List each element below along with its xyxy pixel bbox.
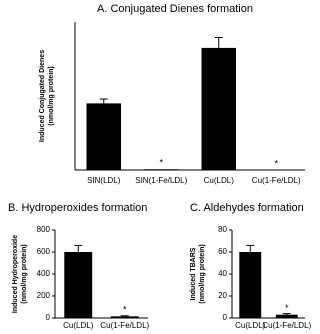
bar [239,252,262,318]
error-bar [246,244,255,252]
x-tick-label: SIN(1-Fe/LDL) [135,176,187,185]
bar [86,103,121,170]
y-axis-label: (nmol/mg protein) [21,244,28,304]
significance-marker: * [123,305,127,315]
significance-marker: * [274,158,278,168]
bar [275,314,298,318]
error-bar [99,98,108,104]
chart-title: B. Hydroperoxides formation [8,202,147,214]
y-tick-label: 0 [46,313,51,322]
y-tick-label: 60 [218,247,227,256]
significance-marker: * [159,158,163,168]
y-axis-label: (nmol/mg protein) [48,66,55,126]
error-bar [282,313,291,315]
figure: A. Conjugated Dienes formation Induced Co… [8,3,312,330]
significance-marker: * [285,303,289,313]
y-axis-label: Induced Conjugated Dienes [39,50,46,142]
y-tick-label: 20 [218,291,227,300]
error-bar [214,37,223,48]
bar [110,316,139,318]
x-tick-label: Cu(1-Fe/LDL) [262,321,311,330]
bar [144,169,179,170]
y-tick-label: 40 [218,269,227,278]
x-tick-label: Cu(LDL) [204,176,235,185]
chart-title: A. Conjugated Dienes formation [97,3,253,15]
y-tick-label: 800 [37,225,51,234]
x-tick-label: Cu(LDL) [235,321,266,330]
y-axis-label: (nmol/mg protein) [199,244,206,304]
bar [64,252,93,318]
y-tick-label: 600 [37,247,51,256]
x-tick-label: SIN(LDL) [87,176,121,185]
chart-title: C. Aldehydes formation [190,202,304,214]
error-bar [74,244,83,252]
y-tick-label: 0 [223,313,228,322]
y-tick-label: 200 [37,291,51,300]
y-axis-label: Induced Hydroperoxide [12,235,19,313]
y-tick-label: 80 [218,225,227,234]
error-bar [120,315,129,317]
x-tick-label: Cu(LDL) [63,321,94,330]
y-tick-label: 400 [37,269,51,278]
y-axis-label: Induced TBARS [190,247,197,300]
bar [201,47,236,170]
x-tick-label: Cu(1-Fe/LDL) [252,176,301,185]
x-tick-label: Cu(1-Fe/LDL) [100,321,149,330]
